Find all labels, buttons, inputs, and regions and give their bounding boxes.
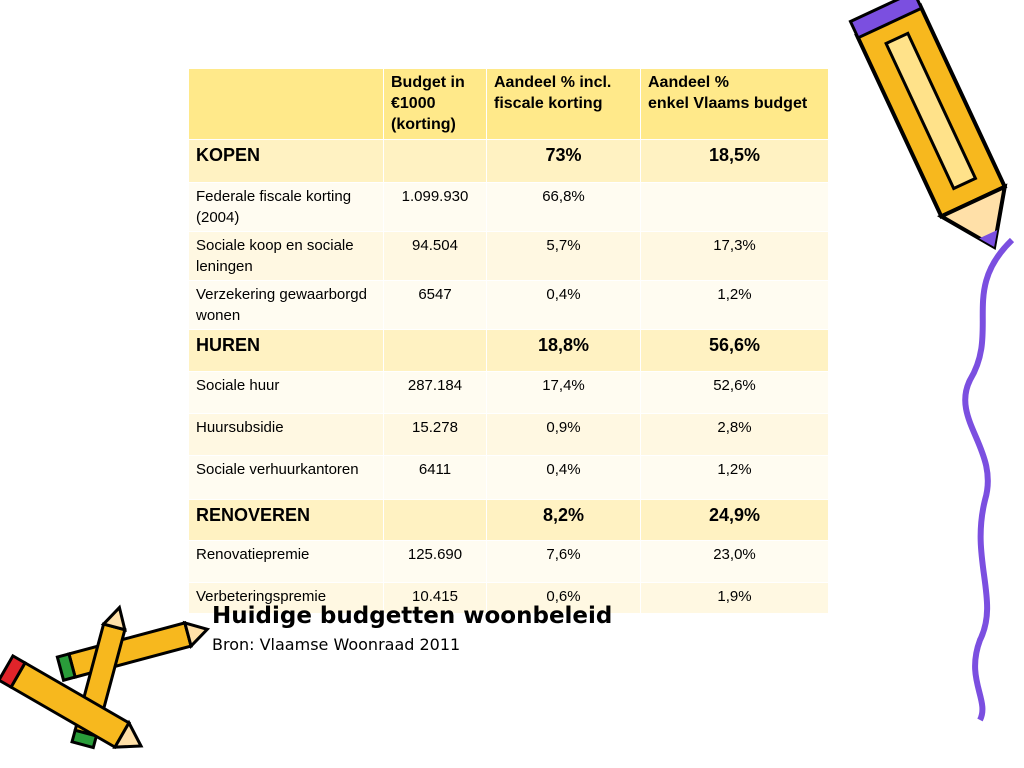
row-label: Sociale koop en sociale leningen xyxy=(188,231,384,281)
value-cell: 10.415 xyxy=(383,582,487,614)
value-cell: 0,6% xyxy=(486,582,641,614)
value-cell: 5,7% xyxy=(486,231,641,281)
caption: Huidige budgetten woonbeleid Bron: Vlaam… xyxy=(212,603,612,654)
value-cell: 0,4% xyxy=(486,280,641,330)
value-cell: 24,9% xyxy=(640,499,829,541)
table-row: Verzekering gewaarborgd wonen 6547 0,4% 1,2… xyxy=(188,280,829,330)
row-label: HUREN xyxy=(188,329,384,372)
row-label: RENOVEREN xyxy=(188,499,384,541)
caption-title: Huidige budgetten woonbeleid xyxy=(212,603,613,629)
value-cell: 52,6% xyxy=(640,371,829,414)
value-cell: 0,4% xyxy=(486,455,641,500)
value-cell xyxy=(383,499,487,541)
value-cell: 23,0% xyxy=(640,540,829,583)
row-label: Renovatiepremie xyxy=(188,540,384,583)
value-cell: 18,5% xyxy=(640,139,829,183)
pencil-left-1 xyxy=(55,620,211,683)
header-cell: Aandeel % incl. fiscale korting xyxy=(486,68,641,140)
value-cell: 1,9% xyxy=(640,582,829,614)
header-cell xyxy=(188,68,384,140)
row-label: Verzekering gewaarborgd wonen xyxy=(188,280,384,330)
row-label: Sociale verhuurkantoren xyxy=(188,455,384,500)
row-label: Huursubsidie xyxy=(188,413,384,456)
table-row: Federale fiscale korting (2004) 1.099.930… xyxy=(188,182,829,232)
header-line: fiscale korting xyxy=(494,95,603,112)
header-row: Budget in €1000 (korting) Aandeel % incl. fi… xyxy=(188,68,829,140)
header-line: (korting) xyxy=(391,116,456,133)
value-cell: 6411 xyxy=(383,455,487,500)
table-row: Verbeteringspremie 10.415 0,6% 1,9% xyxy=(188,582,829,614)
value-cell: 7,6% xyxy=(486,540,641,583)
value-cell: 1.099.930 xyxy=(383,182,487,232)
table-row: Renovatiepremie 125.690 7,6% 23,0% xyxy=(188,540,829,583)
value-cell: 15.278 xyxy=(383,413,487,456)
caption-source: Bron: Vlaamse Woonraad 2011 xyxy=(212,635,461,654)
value-cell: 0,9% xyxy=(486,413,641,456)
value-cell xyxy=(640,182,829,232)
header-line: Aandeel % xyxy=(648,74,729,91)
value-cell: 18,8% xyxy=(486,329,641,372)
wavy-line xyxy=(962,237,1015,722)
header-line: €1000 xyxy=(391,95,436,112)
value-cell: 6547 xyxy=(383,280,487,330)
value-cell: 125.690 xyxy=(383,540,487,583)
table-row: Huursubsidie 15.278 0,9% 2,8% xyxy=(188,413,829,456)
table-row: RENOVEREN 8,2% 24,9% xyxy=(188,499,829,541)
header-cell: Budget in €1000 (korting) xyxy=(383,68,487,140)
row-label: Federale fiscale korting (2004) xyxy=(188,182,384,232)
value-cell: 73% xyxy=(486,139,641,183)
value-cell xyxy=(383,139,487,183)
value-cell: 1,2% xyxy=(640,455,829,500)
budget-table: Budget in €1000 (korting) Aandeel % incl. fi… xyxy=(188,68,829,614)
header-line: Aandeel % incl. xyxy=(494,74,612,91)
value-cell: 56,6% xyxy=(640,329,829,372)
value-cell: 94.504 xyxy=(383,231,487,281)
header-line: Budget in xyxy=(391,74,465,91)
table-row: Sociale verhuurkantoren 6411 0,4% 1,2% xyxy=(188,455,829,500)
header-cell: Aandeel % enkel Vlaams budget xyxy=(640,68,829,140)
pencil-right xyxy=(848,0,1008,251)
value-cell: 17,3% xyxy=(640,231,829,281)
row-label: Verbeteringspremie xyxy=(188,582,384,614)
value-cell xyxy=(383,329,487,372)
table-row: KOPEN 73% 18,5% xyxy=(188,139,829,183)
row-label: Sociale huur xyxy=(188,371,384,414)
value-cell: 1,2% xyxy=(640,280,829,330)
pencil-left-3 xyxy=(0,653,144,750)
table-row: Sociale koop en sociale leningen 94.504 5,… xyxy=(188,231,829,281)
value-cell: 287.184 xyxy=(383,371,487,414)
value-cell: 66,8% xyxy=(486,182,641,232)
table-row: Sociale huur 287.184 17,4% 52,6% xyxy=(188,371,829,414)
value-cell: 17,4% xyxy=(486,371,641,414)
header-line: enkel Vlaams budget xyxy=(648,95,808,112)
value-cell: 2,8% xyxy=(640,413,829,456)
table-row: HUREN 18,8% 56,6% xyxy=(188,329,829,372)
row-label: KOPEN xyxy=(188,139,384,183)
value-cell: 8,2% xyxy=(486,499,641,541)
